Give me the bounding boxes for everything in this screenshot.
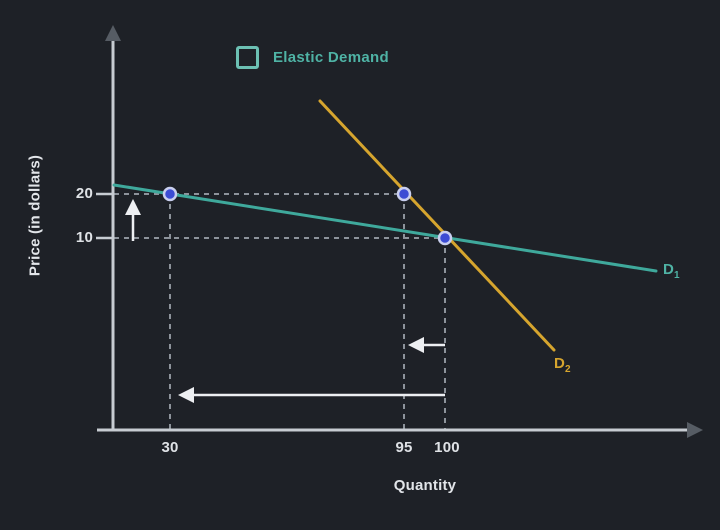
- data-point-100-10: [437, 230, 453, 246]
- legend: Elastic Demand: [236, 46, 389, 69]
- d1-line: [112, 183, 658, 273]
- x-axis-arrowhead: [687, 422, 703, 438]
- series-label-d1-sub: 1: [674, 270, 680, 281]
- x-axis-title: Quantity: [393, 477, 457, 494]
- legend-key-square: [236, 46, 259, 69]
- y-axis-title: Price (in dollars): [26, 154, 44, 277]
- x-tick-label-95: 95: [395, 439, 413, 456]
- series-label-d2: D2: [554, 355, 571, 375]
- y-tick-label-10: 10: [75, 229, 93, 246]
- series-label-d2-sub: 2: [565, 364, 571, 375]
- y-axis-arrowhead: [105, 25, 121, 41]
- legend-label: Elastic Demand: [273, 49, 389, 66]
- x-tick-label-100: 100: [434, 439, 460, 456]
- d2-line: [318, 99, 556, 352]
- data-point-95-20: [396, 186, 412, 202]
- y-tick-label-20: 20: [75, 185, 93, 202]
- series-label-d2-main: D: [554, 355, 566, 372]
- x-tick-label-30: 30: [161, 439, 179, 456]
- series-label-d1: D1: [663, 261, 680, 281]
- series-label-d1-main: D: [663, 261, 675, 278]
- data-point-30-20: [162, 186, 178, 202]
